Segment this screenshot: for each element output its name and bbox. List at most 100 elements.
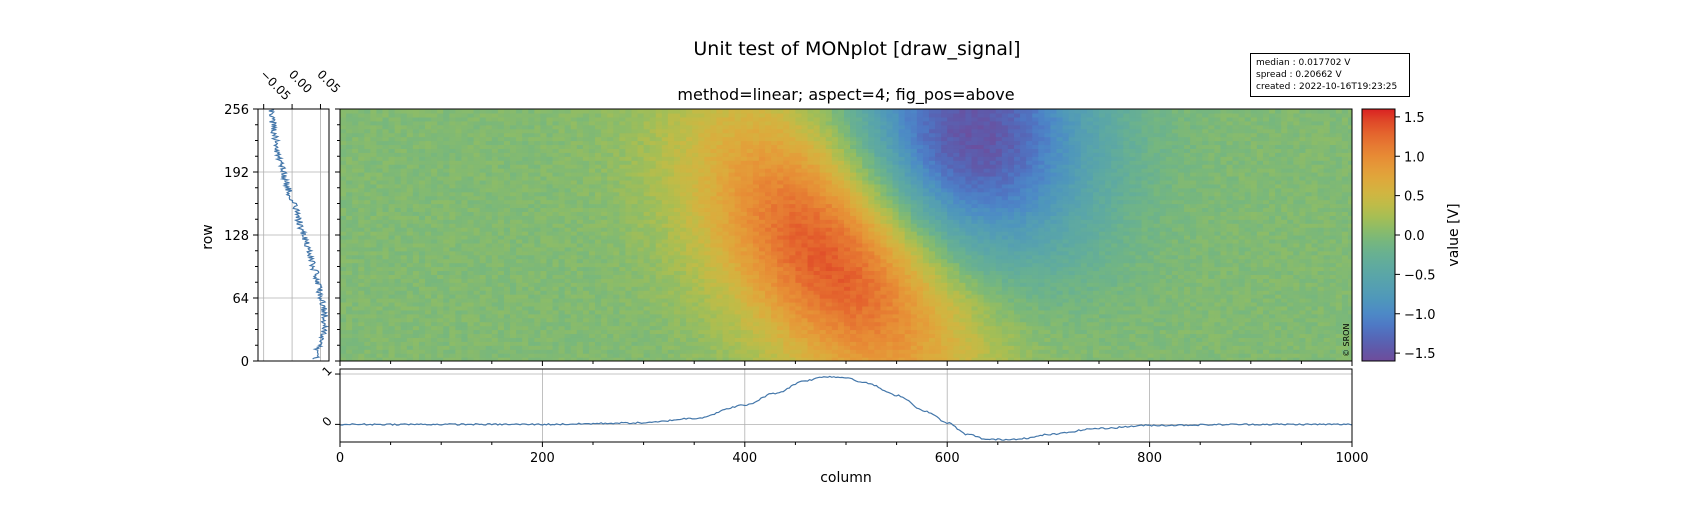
heatmap-cell <box>868 317 875 323</box>
heatmap-cell <box>722 317 730 323</box>
heatmap-cell <box>1123 290 1130 295</box>
heatmap-cell <box>595 262 602 268</box>
heatmap-cell <box>783 305 790 311</box>
heatmap-cell <box>1214 321 1222 327</box>
heatmap-cell <box>418 298 426 303</box>
heatmap-cell <box>406 270 414 275</box>
heatmap-cell <box>922 254 930 260</box>
heatmap-cell <box>1275 274 1282 279</box>
heatmap-cell <box>667 258 675 264</box>
heatmap-cell <box>910 313 918 319</box>
heatmap-cell <box>771 333 778 338</box>
heatmap-cell <box>1238 345 1246 350</box>
heatmap-cell <box>455 286 463 291</box>
heatmap-cell <box>394 298 402 303</box>
heatmap-cell <box>1056 325 1064 331</box>
heatmap-cell <box>1341 294 1349 299</box>
heatmap-cell <box>1123 294 1130 299</box>
heatmap-cell <box>1347 298 1352 303</box>
heatmap-cell <box>880 333 888 338</box>
heatmap-cell <box>1202 274 1209 279</box>
heatmap-cell <box>1275 341 1282 346</box>
heatmap-cell <box>1202 282 1209 287</box>
heatmap-cell <box>771 325 778 331</box>
heatmap-cell <box>947 321 954 327</box>
heatmap-cell <box>801 333 809 338</box>
heatmap-cell <box>941 357 948 361</box>
heatmap-cell <box>1080 309 1088 315</box>
heatmap-cell <box>1111 337 1118 342</box>
heatmap-cell <box>1299 258 1307 264</box>
heatmap-cell <box>1044 349 1052 354</box>
heatmap-cell <box>576 242 584 248</box>
heatmap-cell <box>485 278 493 283</box>
heatmap-cell <box>443 246 450 252</box>
heatmap-cell <box>1269 282 1276 287</box>
heatmap-cell <box>928 325 936 331</box>
heatmap-cell <box>692 278 699 283</box>
heatmap-cell <box>1020 270 1027 275</box>
heatmap-cell <box>983 329 991 335</box>
heatmap-cell <box>485 262 493 268</box>
heatmap-cell <box>558 301 566 307</box>
heatmap-cell <box>491 270 499 275</box>
heatmap-cell <box>874 266 882 272</box>
heatmap-cell <box>1232 345 1240 350</box>
heatmap-cell <box>704 282 711 287</box>
heatmap-cell <box>947 262 954 268</box>
heatmap-cell <box>1299 325 1307 331</box>
heatmap-cell <box>716 325 724 331</box>
heatmap-cell <box>1262 290 1270 295</box>
heatmap-cell <box>1184 258 1191 264</box>
heatmap-cell <box>1086 242 1094 248</box>
heatmap-cell <box>437 309 444 315</box>
heatmap-cell <box>649 286 657 291</box>
heatmap-cell <box>1341 345 1349 350</box>
heatmap-cell <box>637 282 645 287</box>
heatmap-cell <box>813 305 821 311</box>
heatmap-cell <box>649 313 657 319</box>
heatmap-cell <box>771 329 778 335</box>
heatmap-cell <box>558 349 566 354</box>
heatmap-cell <box>400 242 408 248</box>
heatmap-cell <box>910 333 918 338</box>
heatmap-cell <box>1117 301 1124 307</box>
heatmap-cell <box>910 286 918 291</box>
heatmap-cell <box>1177 305 1185 311</box>
heatmap-cell <box>722 254 730 260</box>
heatmap-cell <box>412 242 420 248</box>
heatmap-cell <box>576 286 584 291</box>
heatmap-cell <box>1287 254 1294 260</box>
heatmap-cell <box>916 349 924 354</box>
heatmap-cell <box>461 309 469 315</box>
heatmap-cell <box>431 301 438 307</box>
heatmap-cell <box>522 353 529 358</box>
heatmap-cell <box>1220 282 1228 287</box>
heatmap-panel: © SRON <box>335 108 1353 366</box>
heatmap-cell <box>983 246 991 252</box>
heatmap-cell <box>352 341 359 346</box>
heatmap-cell <box>1135 278 1143 283</box>
heatmap-cell <box>510 258 517 264</box>
heatmap-cell <box>370 242 378 248</box>
heatmap-cell <box>418 278 426 283</box>
heatmap-cell <box>1244 329 1252 335</box>
heatmap-cell <box>1001 262 1009 268</box>
heatmap-cell <box>1341 278 1349 283</box>
heatmap-cell <box>1202 298 1209 303</box>
heatmap-cell <box>728 266 736 272</box>
heatmap-cell <box>1202 313 1209 319</box>
heatmap-cell <box>570 317 578 323</box>
heatmap-cell <box>370 298 378 303</box>
heatmap-cell <box>1317 305 1325 311</box>
heatmap-cell <box>613 262 620 268</box>
heatmap-cell <box>1244 298 1252 303</box>
heatmap-cell <box>983 290 991 295</box>
heatmap-cell <box>995 286 1003 291</box>
heatmap-cell <box>765 321 772 327</box>
heatmap-cell <box>1074 254 1082 260</box>
heatmap-cell <box>1092 325 1100 331</box>
heatmap-cell <box>352 286 359 291</box>
heatmap-cell <box>1026 298 1033 303</box>
heatmap-cell <box>522 349 529 354</box>
